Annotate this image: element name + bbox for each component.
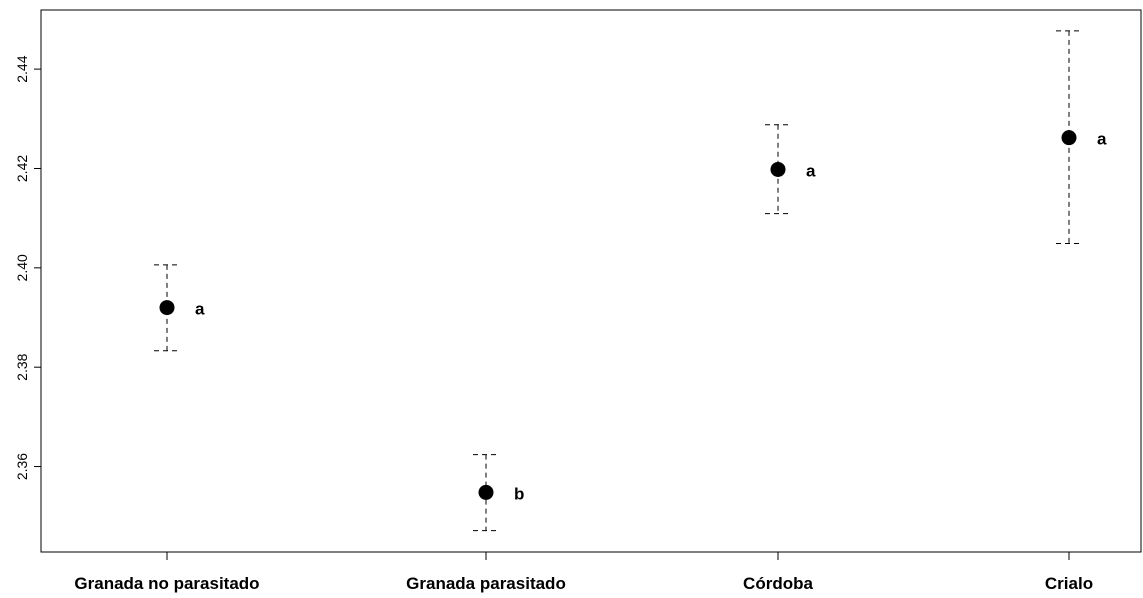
data-point bbox=[159, 300, 175, 316]
y-tick-label: 2.42 bbox=[14, 155, 30, 182]
y-tick-label: 2.38 bbox=[14, 353, 30, 380]
x-tick-label: Granada no parasitado bbox=[74, 574, 259, 593]
chart-marks: a b a a bbox=[154, 30, 1107, 532]
y-tick-label: 2.40 bbox=[14, 254, 30, 281]
group-letter-label: a bbox=[806, 161, 816, 180]
x-tick-label: Córdoba bbox=[743, 574, 813, 593]
group-letter-label: a bbox=[195, 300, 205, 319]
data-point bbox=[770, 161, 786, 177]
y-tick-label: 2.36 bbox=[14, 453, 30, 480]
y-tick-label: 2.44 bbox=[14, 55, 30, 82]
group-letter-label: b bbox=[514, 484, 524, 503]
x-axis: Granada no parasitado Granada parasitado C… bbox=[74, 552, 1093, 593]
x-tick-label: Crialo bbox=[1045, 574, 1093, 593]
x-tick-label: Granada parasitado bbox=[406, 574, 566, 593]
data-point bbox=[1061, 130, 1077, 146]
plot-frame bbox=[40, 9, 1142, 553]
group-letter-label: a bbox=[1097, 130, 1107, 149]
y-axis: 2.36 2.38 2.40 2.42 2.44 bbox=[14, 55, 41, 480]
plot-box bbox=[40, 9, 1142, 553]
data-point bbox=[478, 484, 494, 500]
